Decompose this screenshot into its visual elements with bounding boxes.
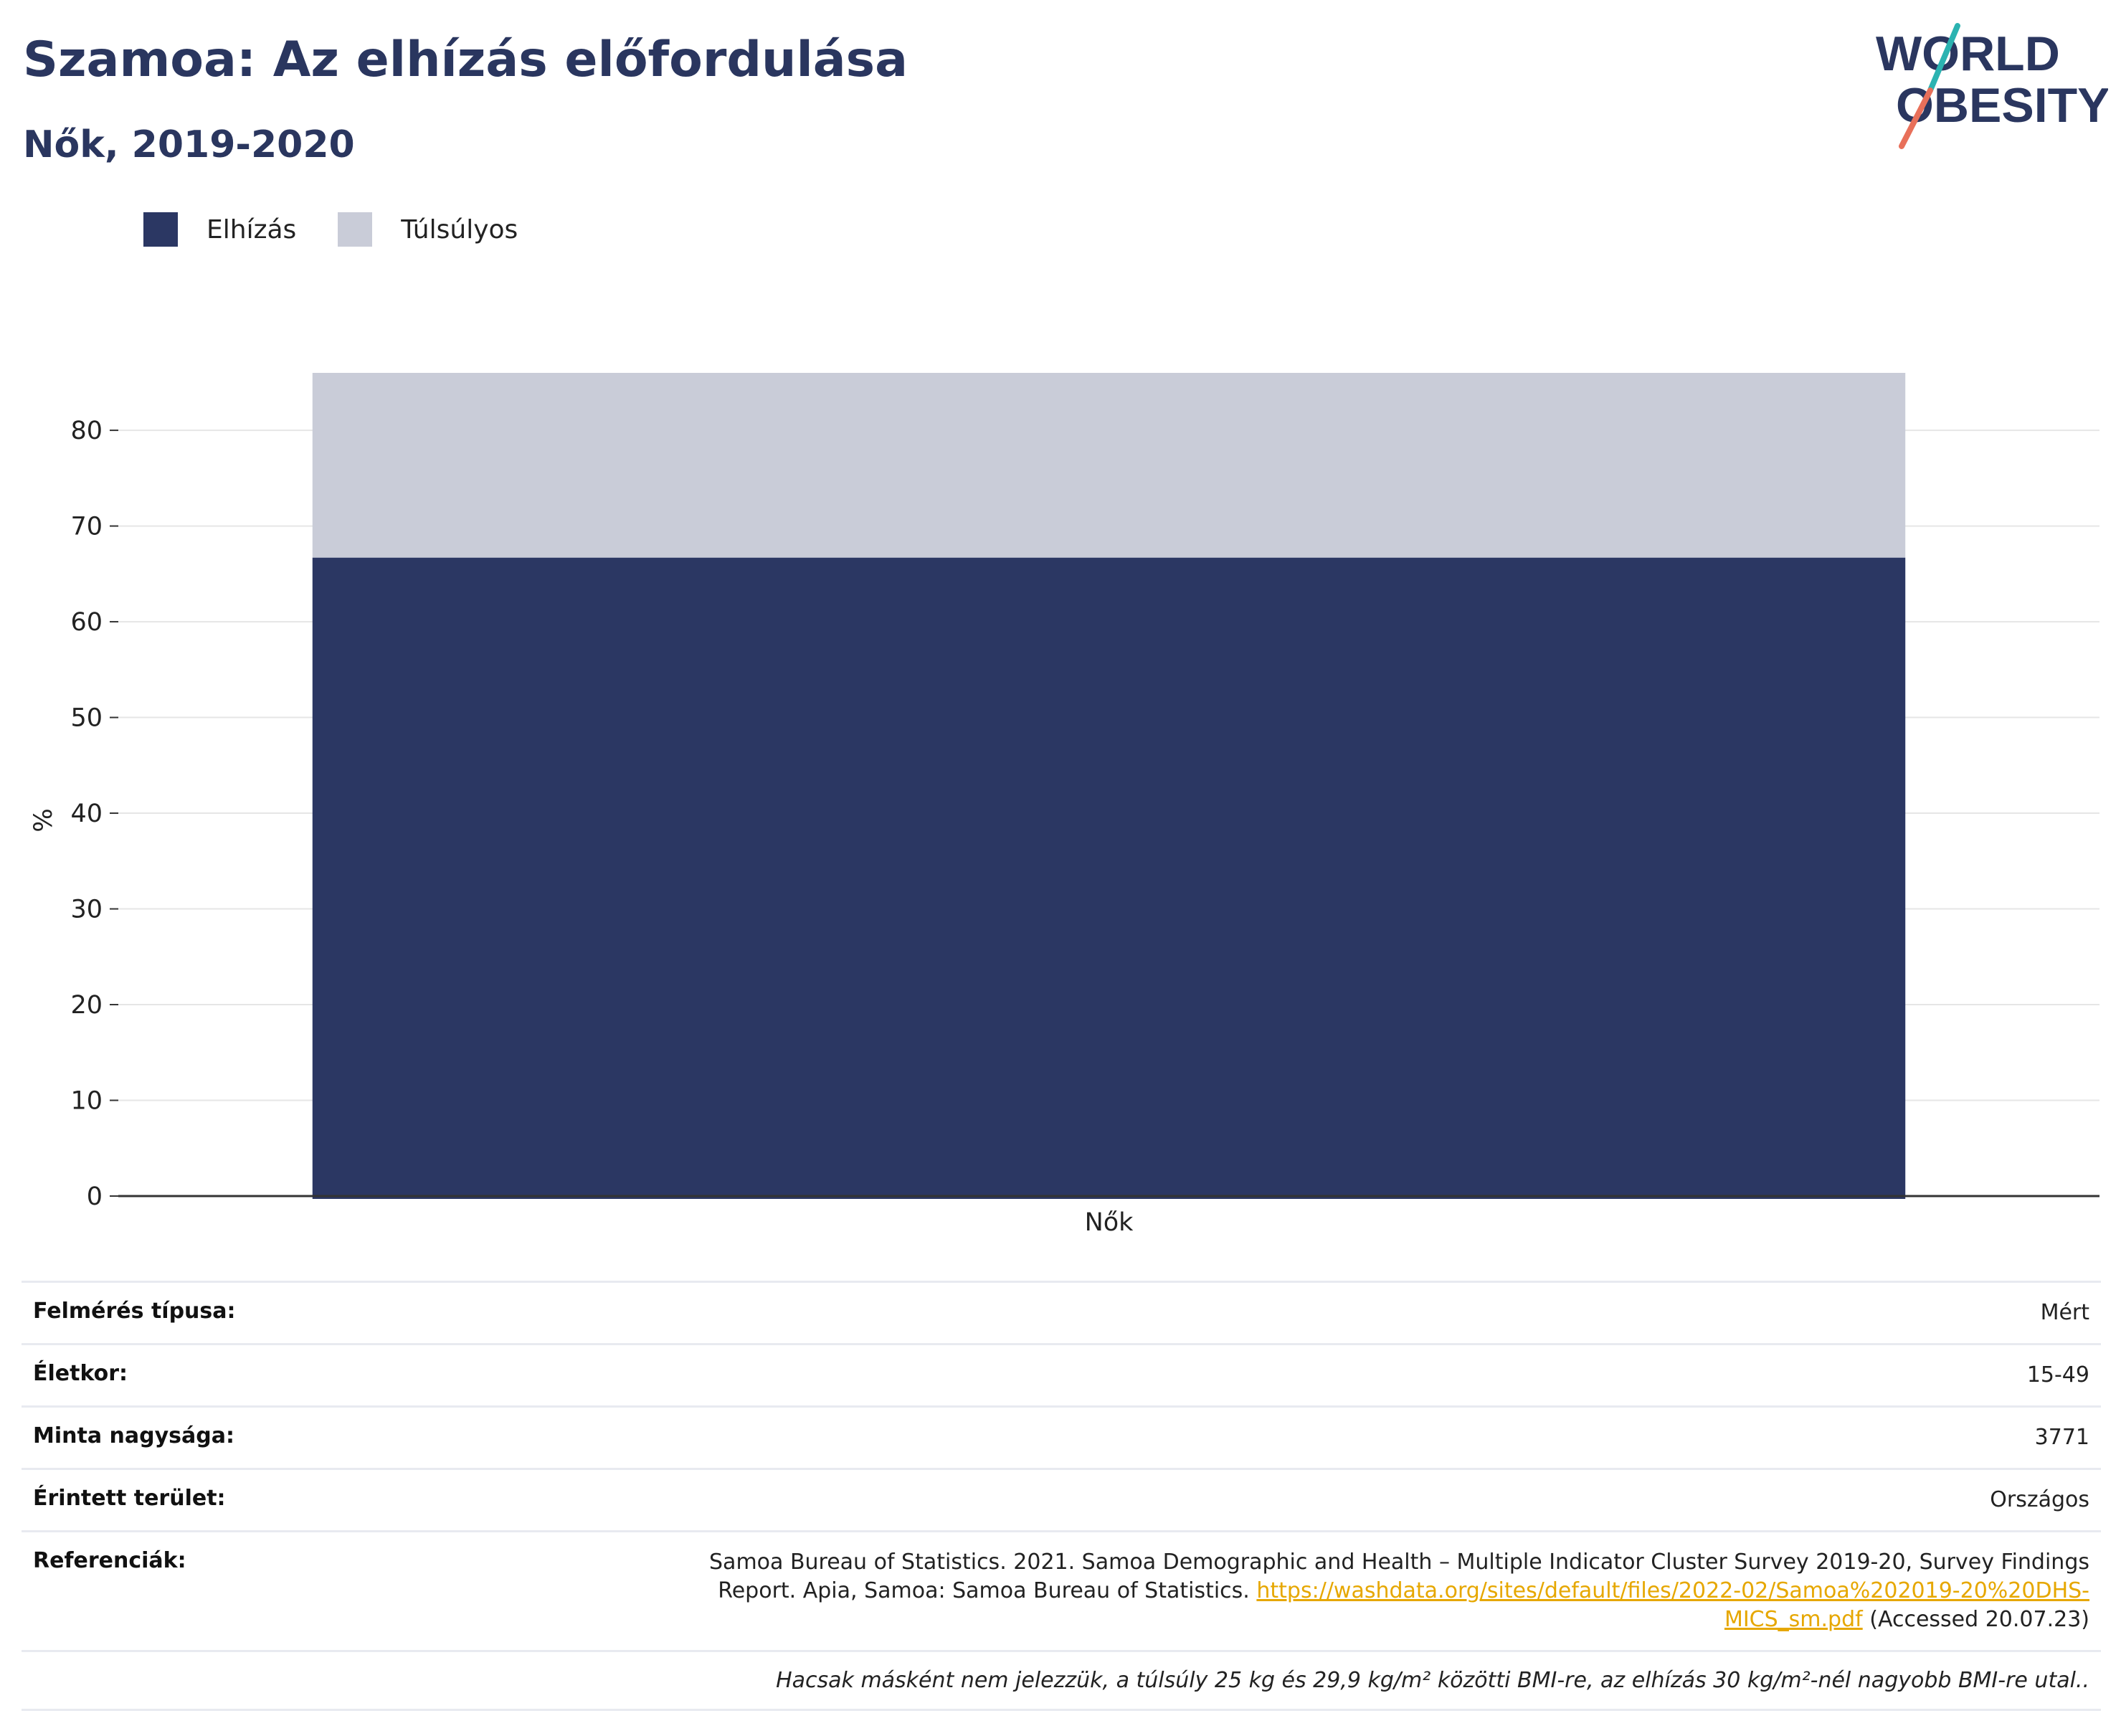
bar-obesity-0 [312,557,1906,1199]
y-tick-label-30: 30 [70,896,103,924]
info-row-age: Életkor: 15-49 [22,1343,2101,1405]
references-label: Referenciák: [33,1548,186,1573]
legend-label-overweight: Túlsúlyos [401,214,518,245]
bar-overweight-0 [312,373,1906,558]
bar-chart: 0 10 20 30 40 50 60 70 80% Nők [29,373,2099,1237]
y-tick-label-0: 0 [87,1182,103,1211]
references-accessed: (Accessed 20.07.23) [1869,1607,2089,1632]
y-tick-label-20: 20 [70,991,103,1020]
survey-type-value: Mért [2040,1300,2089,1325]
info-row-area: Érintett terület: Országos [22,1468,2101,1530]
area-label: Érintett terület: [33,1486,226,1511]
y-tick-label-50: 50 [70,704,103,733]
y-tick-label-70: 70 [70,513,103,541]
chart-subtitle: Nők, 2019-2020 [23,123,355,166]
logo-slash-coral [1899,87,1933,149]
legend-item-overweight[interactable]: Túlsúlyos [338,212,518,247]
y-tick-label-60: 60 [70,608,103,637]
references-link[interactable]: https://washdata.org/sites/default/files… [1256,1578,2089,1632]
area-value: Országos [1990,1487,2089,1512]
info-row-sample-size: Minta nagysága: 3771 [22,1405,2101,1468]
legend-swatch-overweight [338,212,373,247]
sample-size-value: 3771 [2034,1425,2089,1450]
y-axis-title: % [29,808,58,832]
age-label: Életkor: [33,1361,128,1386]
logo-text-world: WORLD [1876,27,2060,81]
world-obesity-logo: WORLD OBESITY [1876,23,2108,149]
y-tick-label-10: 10 [70,1087,103,1116]
legend-item-obesity[interactable]: Elhízás [143,212,296,247]
y-tick-label-40: 40 [70,800,103,828]
references-text: Samoa Bureau of Statistics. 2021. Samoa … [709,1550,2089,1603]
definition-note: Hacsak másként nem jelezzük, a túlsúly 2… [776,1668,2089,1693]
survey-type-label: Felmérés típusa: [33,1299,236,1324]
info-row-references: Referenciák: Samoa Bureau of Statistics.… [22,1530,2101,1650]
references-value: Samoa Bureau of Statistics. 2021. Samoa … [655,1548,2089,1634]
sample-size-label: Minta nagysága: [33,1423,234,1448]
y-tick-label-80: 80 [70,417,103,445]
chart-legend: Elhízás Túlsúlyos [143,212,559,247]
legend-label-obesity: Elhízás [207,214,297,245]
logo-slash-teal [1927,23,1960,93]
chart-title: Szamoa: Az elhízás előfordulása [23,32,908,88]
x-tick-label-0: Nők [1085,1208,1134,1237]
info-row-survey-type: Felmérés típusa: Mért [22,1281,2101,1343]
legend-swatch-obesity [143,212,178,247]
age-value: 15-49 [2026,1362,2089,1388]
info-row-note: Hacsak másként nem jelezzük, a túlsúly 2… [22,1650,2101,1711]
survey-info-table: Felmérés típusa: Mért Életkor: 15-49 Min… [22,1281,2101,1711]
